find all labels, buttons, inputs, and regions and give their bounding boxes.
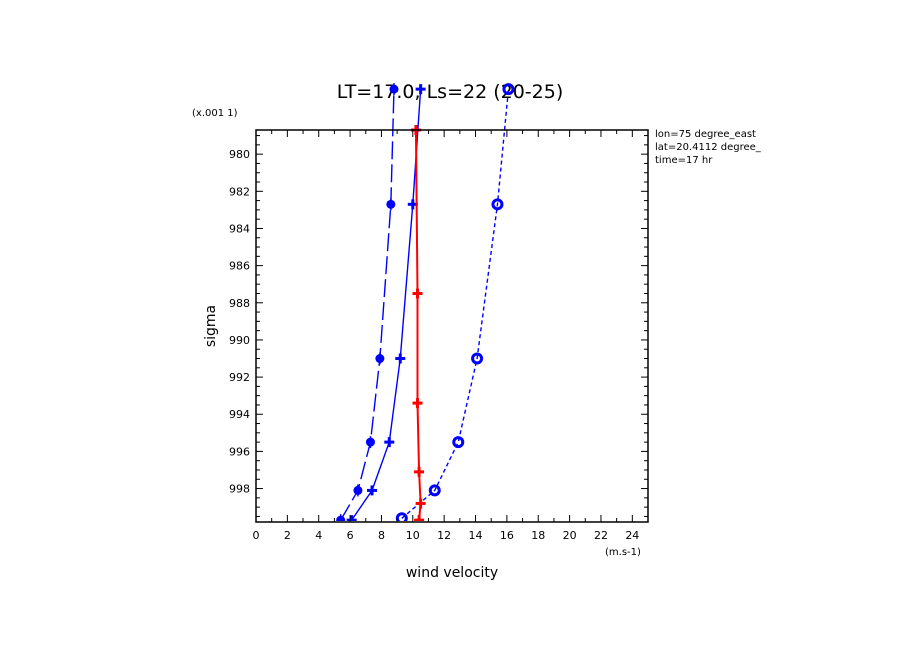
x-tick-label: 0 bbox=[253, 529, 260, 542]
x-tick-label: 4 bbox=[315, 529, 322, 542]
x-unit-label: (m.s-1) bbox=[605, 547, 641, 558]
y-tick-label: 990 bbox=[229, 334, 250, 347]
x-tick-label: 14 bbox=[469, 529, 483, 542]
data-point bbox=[412, 288, 423, 299]
series-line bbox=[340, 89, 395, 521]
y-tick-label: 994 bbox=[229, 408, 250, 421]
data-point bbox=[491, 198, 504, 211]
y-tick-label: 984 bbox=[229, 222, 250, 235]
y-tick-label: 998 bbox=[229, 483, 250, 496]
chart-title: LT=17.0, Ls=22 (20-25) bbox=[337, 81, 564, 103]
y-tick-label: 988 bbox=[229, 297, 250, 310]
y-tick-label: 992 bbox=[229, 371, 250, 384]
axes: 0 2 4 6 8 10 12 14 16 18 20 22 249809829849869889909… bbox=[229, 130, 649, 542]
x-tick-label: 12 bbox=[437, 529, 451, 542]
series-line bbox=[351, 89, 422, 521]
x-tick-label: 24 bbox=[625, 529, 639, 542]
plot-frame bbox=[255, 129, 649, 523]
data-point bbox=[471, 352, 484, 365]
data-point bbox=[414, 466, 425, 477]
series-3 bbox=[395, 83, 515, 521]
x-axis-label: wind velocity bbox=[406, 565, 498, 581]
series-line bbox=[414, 129, 422, 521]
y-tick-label: 980 bbox=[229, 148, 250, 161]
data-point bbox=[415, 84, 426, 95]
series-line bbox=[401, 89, 510, 519]
x-tick-label: 2 bbox=[284, 529, 291, 542]
x-tick-label: 6 bbox=[347, 529, 354, 542]
data-point bbox=[428, 484, 441, 497]
y-tick-label: 982 bbox=[229, 185, 250, 198]
y-axis-label: sigma bbox=[203, 305, 219, 347]
info-line: time=17 hr bbox=[655, 155, 713, 166]
series-1 bbox=[336, 83, 399, 521]
y-unit-label: (x.001 1) bbox=[192, 108, 238, 119]
data-point bbox=[346, 515, 357, 521]
x-tick-label: 20 bbox=[563, 529, 577, 542]
data-point bbox=[395, 353, 406, 364]
data-point bbox=[412, 398, 423, 409]
data-point bbox=[415, 498, 426, 509]
x-tick-label: 16 bbox=[500, 529, 514, 542]
data-point bbox=[502, 83, 515, 96]
data-point bbox=[452, 436, 465, 449]
series-2 bbox=[346, 84, 426, 521]
x-tick-label: 8 bbox=[378, 529, 385, 542]
data-point bbox=[367, 485, 378, 496]
info-block: lon=75 degree_east lat=20.4112 degree_tim… bbox=[655, 129, 762, 166]
data-point bbox=[384, 437, 395, 448]
x-tick-label: 18 bbox=[531, 529, 545, 542]
series-4 bbox=[410, 125, 426, 521]
x-tick-label: 22 bbox=[594, 529, 608, 542]
data-point bbox=[414, 515, 425, 521]
info-line: lat=20.4112 degree_ bbox=[655, 142, 762, 153]
x-tick-label: 10 bbox=[406, 529, 420, 542]
series-layer bbox=[336, 83, 515, 521]
info-line: lon=75 degree_east bbox=[655, 129, 756, 140]
y-tick-label: 996 bbox=[229, 445, 250, 458]
y-tick-label: 986 bbox=[229, 260, 250, 273]
